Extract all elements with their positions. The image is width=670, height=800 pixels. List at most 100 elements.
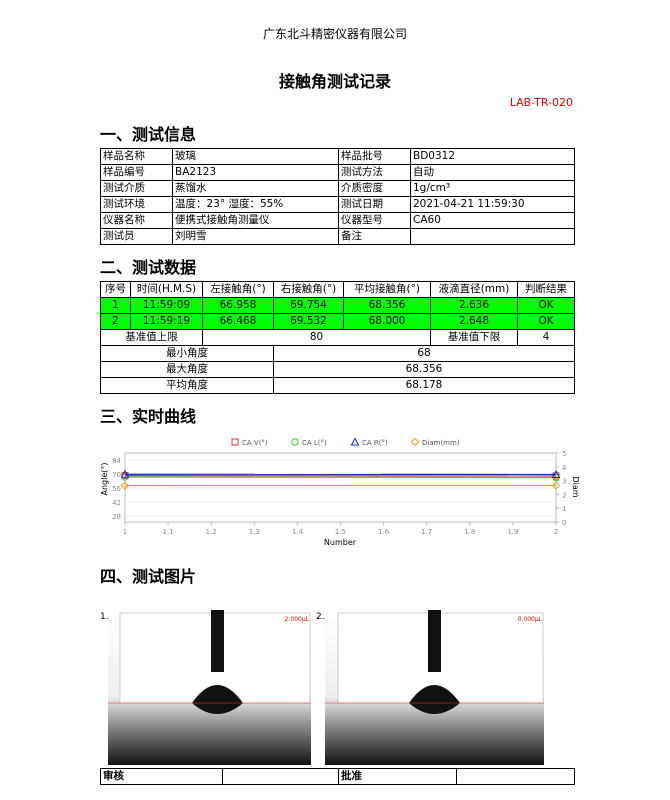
x-tick-label: 1.5 <box>335 528 346 536</box>
row: 2 11:59:19 66.468 69.532 68.000 2.648 OK <box>100 313 575 330</box>
y-tick-label: 84 <box>112 457 121 465</box>
marker <box>551 469 561 478</box>
cell: OK <box>517 297 575 314</box>
cell: 样品批号 <box>338 148 411 165</box>
legend-marker <box>291 438 299 446</box>
cell: 测试日期 <box>338 196 411 213</box>
cell: 测试介质 <box>100 180 173 197</box>
x-tick-label: 1.7 <box>421 528 432 536</box>
header-cell: 判断结果 <box>517 281 575 298</box>
cell: 样品编号 <box>100 164 173 181</box>
row: 测试员 刘明雪 备注 <box>100 228 575 245</box>
cell: 1g/cm³ <box>410 180 575 197</box>
cell: 69.532 <box>273 313 344 330</box>
x-axis-label: Number <box>324 538 357 547</box>
row: 测试环境 温度：23° 湿度：55% 测试日期 2021-04-21 11:59:30 <box>100 196 575 213</box>
y2-tick-label: 4 <box>562 464 567 472</box>
header-cell: 平均接触角(°) <box>343 281 431 298</box>
cell: 2.636 <box>430 297 518 314</box>
cell: 自动 <box>410 164 575 181</box>
signoff-label: 批准 <box>338 768 457 785</box>
image-label: 2. <box>316 612 325 622</box>
marker <box>120 481 130 490</box>
x-tick-label: 1 <box>123 528 127 536</box>
y2-tick-label: 3 <box>562 478 566 486</box>
x-tick-label: 2 <box>554 528 558 536</box>
cell: 温度：23° 湿度：55% <box>172 196 339 213</box>
cell: 备注 <box>338 228 411 245</box>
cell: CA60 <box>410 212 575 229</box>
header-cell: 左接触角(°) <box>202 281 274 298</box>
cell: 80 <box>202 329 431 346</box>
cell: 样品名称 <box>100 148 173 165</box>
cell: 测试方法 <box>338 164 411 181</box>
x-tick-label: 1.9 <box>507 528 518 536</box>
cell: 蒸馏水 <box>172 180 339 197</box>
cell: 11:59:19 <box>130 313 203 330</box>
cell: 刘明雪 <box>172 228 339 245</box>
cell: 69.754 <box>273 297 344 314</box>
cell <box>222 768 339 785</box>
x-tick-label: 1.2 <box>206 528 217 536</box>
header-row: 序号 时间(H.M.S) 左接触角(°) 右接触角(°) 平均接触角(°) 液滴直径(mm… <box>100 281 575 298</box>
cell: 4 <box>517 329 575 346</box>
legend-label: CA V(°) <box>242 439 268 447</box>
cell: 2.648 <box>430 313 518 330</box>
cell: 68.356 <box>273 361 575 378</box>
y2-tick-label: 0 <box>562 519 566 527</box>
cell: 2021-04-21 11:59:30 <box>410 196 575 213</box>
cell: 便携式接触角测量仪 <box>172 212 339 229</box>
cell: 68.178 <box>273 377 575 394</box>
header-cell: 序号 <box>100 281 131 298</box>
y2-tick-label: 2 <box>562 491 566 499</box>
legend-marker <box>231 438 239 446</box>
cell: 66.468 <box>202 313 274 330</box>
legend-label: CA L(°) <box>302 439 327 447</box>
cell: 最小角度 <box>100 345 274 362</box>
cell: OK <box>517 313 575 330</box>
cell: 介质密度 <box>338 180 411 197</box>
signoff-table: 审核 批准 <box>100 768 575 785</box>
header-cell: 时间(H.M.S) <box>130 281 203 298</box>
y-tick-label: 56 <box>112 485 121 493</box>
cell: 仪器型号 <box>338 212 411 229</box>
cell: 玻璃 <box>172 148 339 165</box>
row: 样品编号 BA2123 测试方法 自动 <box>100 164 575 181</box>
x-tick-label: 1.6 <box>378 528 390 536</box>
legend-marker <box>350 437 360 446</box>
cell: 测试环境 <box>100 196 173 213</box>
x-tick-label: 1.3 <box>249 528 260 536</box>
summary-row: 平均角度 68.178 <box>100 377 575 394</box>
summary-row: 最大角度 68.356 <box>100 361 575 378</box>
cell: 基准值上限 <box>100 329 203 346</box>
section-title: 二、测试数据 <box>100 258 197 277</box>
x-tick-label: 1.8 <box>464 528 475 536</box>
doc-code: LAB-TR-020 <box>509 96 573 109</box>
signoff-label: 审核 <box>100 768 223 785</box>
cell: 68.356 <box>343 297 431 314</box>
y-tick-label: 28 <box>112 513 121 521</box>
section-title: 三、实时曲线 <box>100 407 197 426</box>
cell: 68.000 <box>343 313 431 330</box>
legend-label: CA R(°) <box>362 439 388 447</box>
company: 广东北斗精密仪器有限公司 <box>262 27 407 41</box>
limits-row: 基准值上限 80 基准值下限 4 <box>100 329 575 346</box>
chart: Angle(°) Diam Number 28 42 56 70 84 0 1 2 3 4 5 1 1.… <box>100 437 580 547</box>
cell: BA2123 <box>172 164 339 181</box>
cell: 11:59:09 <box>130 297 203 314</box>
cell: 2 <box>100 313 131 330</box>
info-table: 样品名称 玻璃 样品批号 BD0312 样品编号 BA2123 测试方法 自动 测试介质 蒸馏水介… <box>100 148 575 245</box>
y2-axis-label: Diam <box>571 476 580 497</box>
volume-label: 2.000μL <box>285 616 310 623</box>
cell: 测试员 <box>100 228 173 245</box>
y2-tick-label: 1 <box>562 505 566 513</box>
cell: 平均角度 <box>100 377 274 394</box>
row: 仪器名称 便携式接触角测量仪 仪器型号 CA60 <box>100 212 575 229</box>
cell <box>410 228 575 245</box>
cell: BD0312 <box>410 148 575 165</box>
row: 样品名称 玻璃 样品批号 BD0312 <box>100 148 575 165</box>
drop-image <box>325 610 544 765</box>
x-tick-label: 1.1 <box>163 528 174 536</box>
y-tick-label: 70 <box>112 471 121 479</box>
